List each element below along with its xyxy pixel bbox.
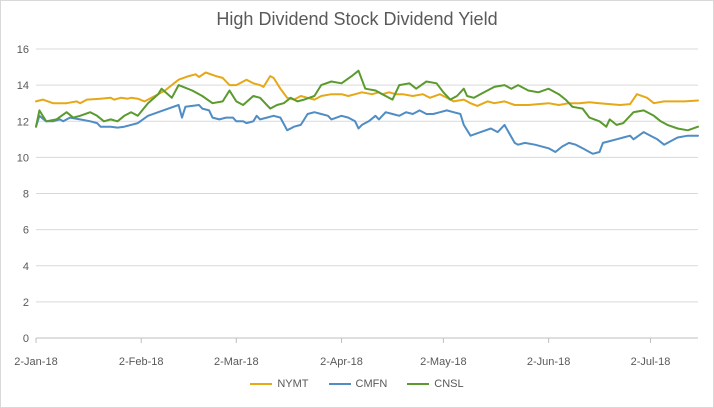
x-tick-label: 2-Jan-18 xyxy=(14,356,57,368)
y-tick-label: 16 xyxy=(17,44,29,56)
legend-item-cnsl: CNSL xyxy=(407,378,464,390)
legend-swatch xyxy=(250,383,273,385)
tick-labels: 0 2 4 6 8 10 12 14 16 2-Jan-18 2-Feb-18 2-Mar-18 2-A… xyxy=(14,44,670,368)
y-tick-label: 2 xyxy=(23,297,29,309)
x-tick-label: 2-Mar-18 xyxy=(214,356,259,368)
legend-swatch xyxy=(328,383,351,385)
x-tick-label: 2-Apr-18 xyxy=(320,356,363,368)
x-tick-label: 2-Jun-18 xyxy=(527,356,570,368)
y-tick-label: 6 xyxy=(23,225,29,237)
y-tick-label: 10 xyxy=(17,152,29,164)
y-tick-label: 8 xyxy=(23,189,29,201)
chart-title: High Dividend Stock Dividend Yield xyxy=(216,9,498,29)
x-tick-label: 2-Feb-18 xyxy=(119,356,164,368)
legend-swatch xyxy=(407,383,430,385)
legend-label: CMFN xyxy=(355,378,388,390)
y-tick-label: 4 xyxy=(23,261,29,273)
legend-item-nymt: NYMT xyxy=(250,378,309,390)
series-line-cmfn xyxy=(35,104,699,155)
legend-item-cmfn: CMFN xyxy=(328,378,388,390)
series-line-cnsl xyxy=(35,69,699,132)
x-tick-label: 2-Jul-18 xyxy=(631,356,671,368)
y-tick-label: 12 xyxy=(17,116,29,128)
gridlines xyxy=(36,48,698,303)
axes xyxy=(35,337,698,343)
x-tick-label: 2-May-18 xyxy=(420,356,466,368)
y-tick-label: 0 xyxy=(23,333,29,345)
series-line-nymt xyxy=(35,71,699,107)
legend: NYMT CMFN CNSL xyxy=(0,378,714,390)
legend-label: CNSL xyxy=(434,378,464,390)
series-lines xyxy=(35,69,699,155)
y-tick-label: 14 xyxy=(17,80,29,92)
legend-label: NYMT xyxy=(277,378,309,390)
